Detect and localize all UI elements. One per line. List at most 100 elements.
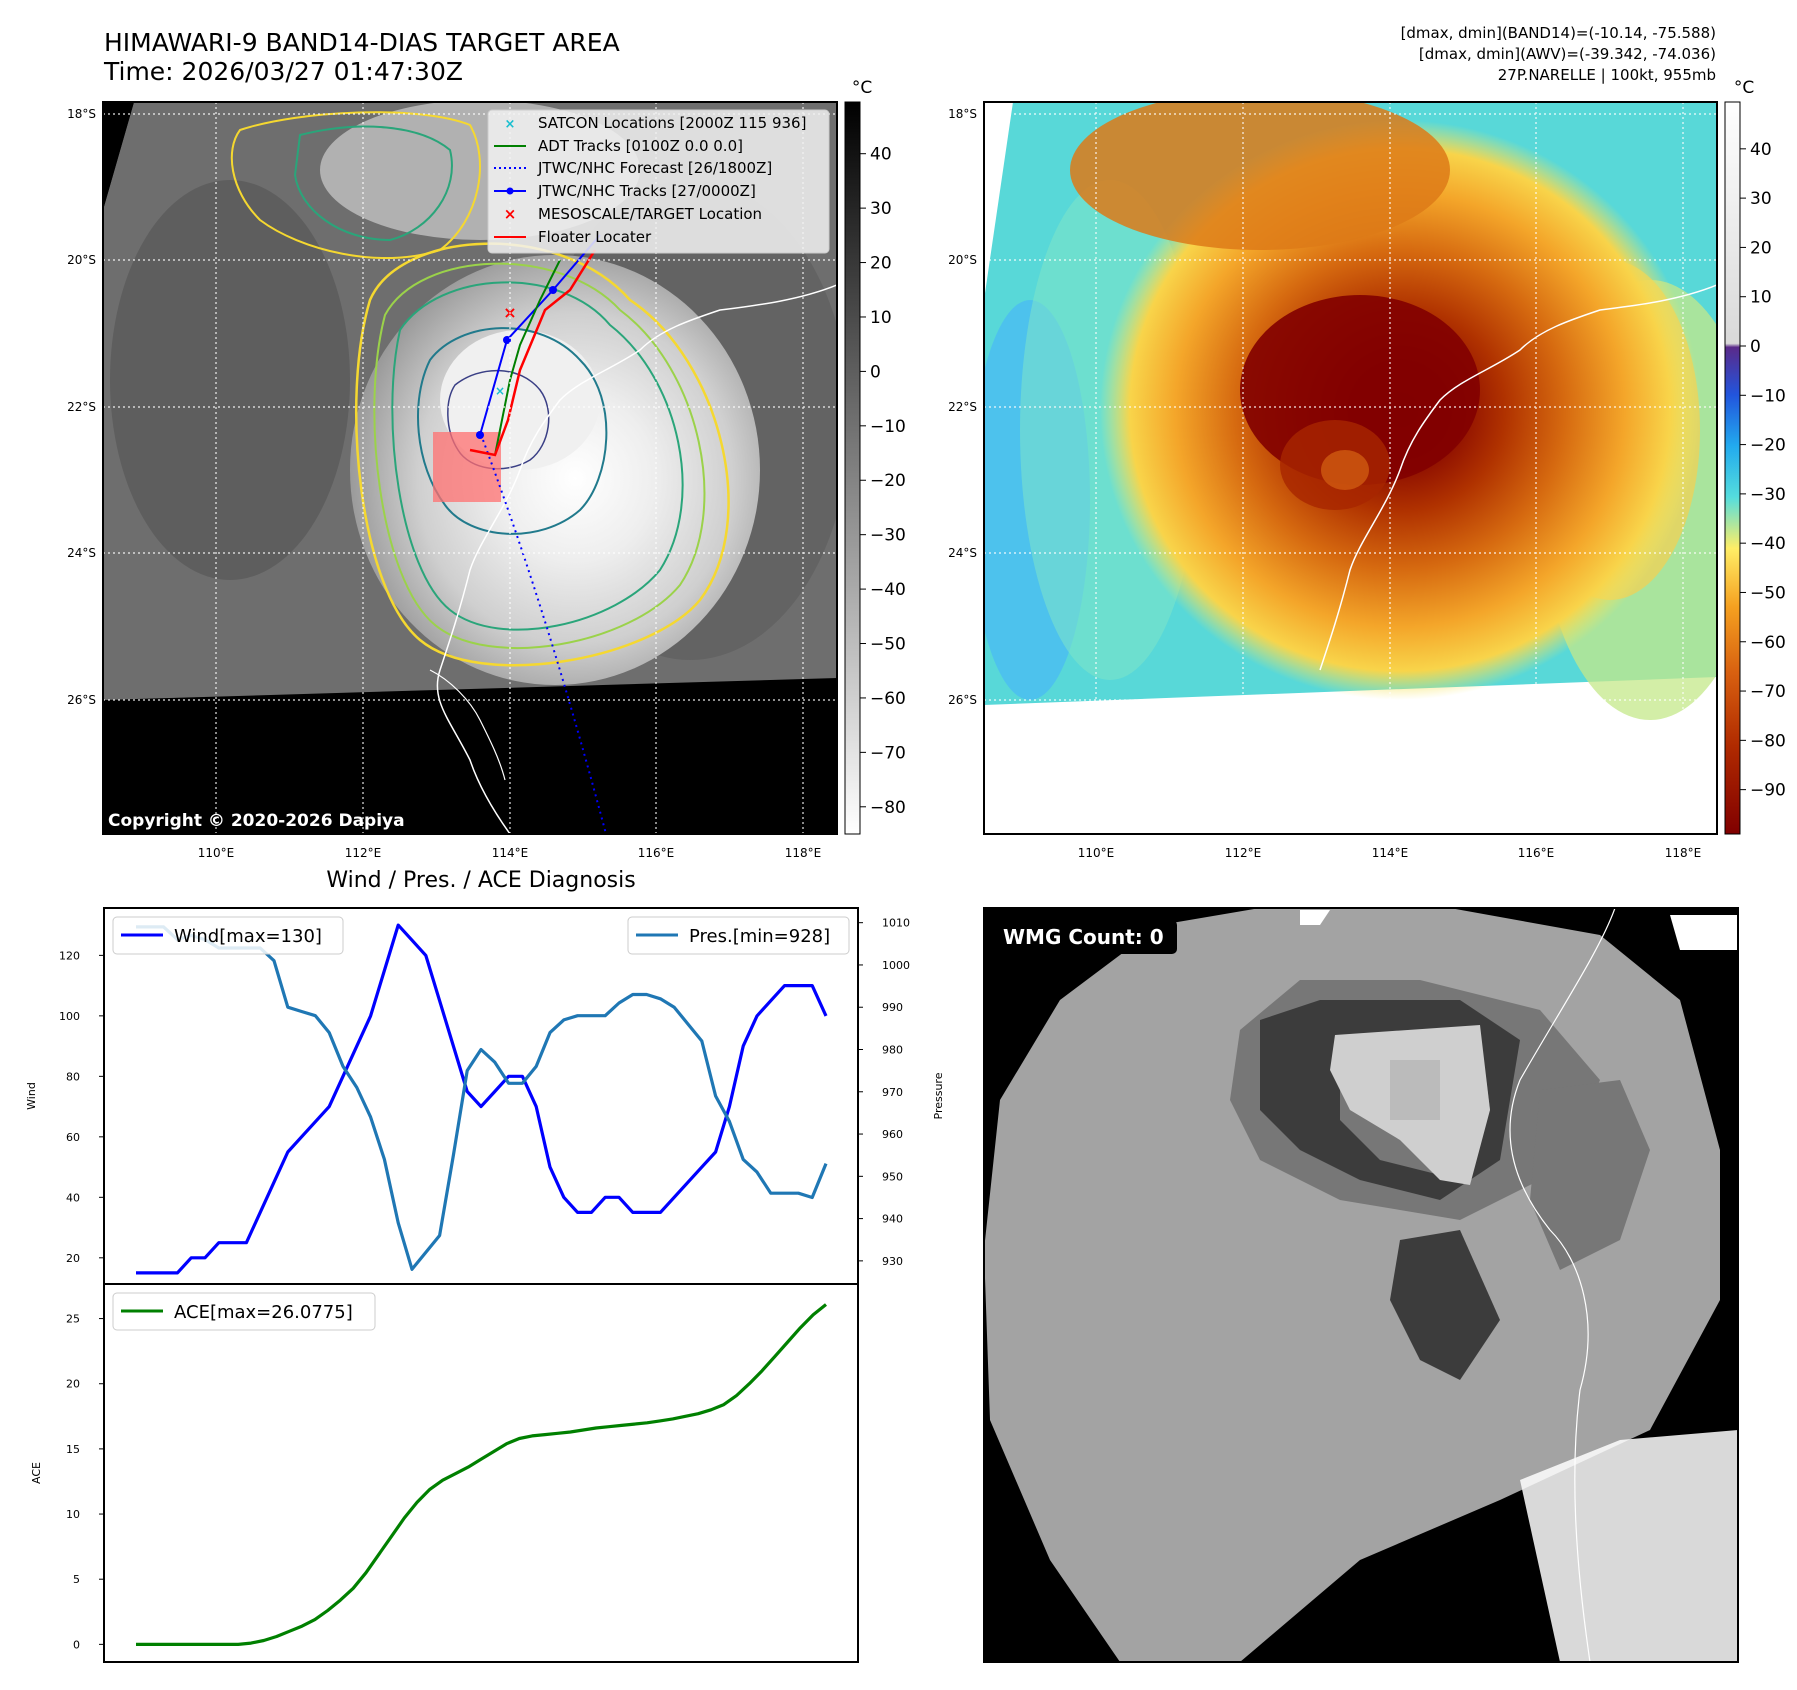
pressure-tick-label: 1000 [882,959,910,972]
svg-text:118°E: 118°E [1665,846,1702,860]
pressure-legend-label: Pres.[min=928] [689,926,830,947]
color-cbar-tick-label: −20 [1750,436,1786,456]
color-cbar-tick-label: −90 [1750,781,1786,801]
svg-text:18°S: 18°S [67,107,96,121]
gray-cbar-tick-label: 20 [870,254,892,274]
svg-text:26°S: 26°S [67,693,96,707]
svg-text:26°S: 26°S [948,693,977,707]
gray-cbar-unit: °C [852,78,872,98]
wmg-coastline [1509,908,1616,1662]
gray-cbar-tick-label: −30 [870,526,906,546]
jtwc-forecast-track [482,439,607,834]
svg-text:118°E: 118°E [785,846,822,860]
color-cbar-tick-label: −40 [1750,534,1786,554]
color-colorbar-ticks: 40 30 20 10 0 −10 −20 −30 −40 −50 −60 −70 −80 −90 [1740,140,1786,801]
pressure-tick-label: 940 [882,1213,903,1226]
pressure-legend: Pres.[min=928] [627,916,850,955]
svg-text:20°S: 20°S [948,253,977,267]
ace-legend-label: ACE[max=26.0775] [174,1302,353,1323]
wind-legend-label: Wind[max=130] [174,926,322,947]
gray-cbar-tick-label: −10 [870,417,906,437]
mesoscale-legend-icon: × [504,205,517,223]
wind-pres-panel [103,907,859,1285]
wind-tick-label: 40 [66,1191,80,1204]
svg-text:110°E: 110°E [1078,846,1115,860]
wmg-frame [983,907,1739,1663]
color-cbar-tick-label: 40 [1750,140,1772,160]
wind-pres-plot: 20 40 60 80 100 120 930 940 950 960 970 980 990 1000 1… [59,917,910,1275]
wmg-count-badge: WMG Count: 0 [995,920,1177,954]
color-cbar-tick-label: 30 [1750,189,1772,209]
svg-text:116°E: 116°E [638,846,675,860]
svg-text:114°E: 114°E [1372,846,1409,860]
ace-tick-label: 15 [66,1443,80,1456]
svg-text:22°S: 22°S [67,400,96,414]
ace-tick-label: 25 [66,1313,80,1326]
storm-cloud-mass [350,255,760,685]
gray-cbar-tick-label: −40 [870,580,906,600]
legend-adt: ADT Tracks [0100Z 0.0 0.0] [538,137,743,155]
pressure-tick-label: 990 [882,1001,903,1014]
color-cbar-tick-label: −60 [1750,633,1786,653]
color-cbar-tick-label: −80 [1750,731,1786,751]
ace-legend: ACE[max=26.0775] [112,1292,376,1331]
floater-track [469,249,597,457]
contour-teal [391,281,684,631]
pressure-tick-label: 930 [882,1255,903,1268]
jtwc-track [479,234,601,436]
figure-time: Time: 2026/03/27 01:47:30Z [103,57,463,86]
gray-cbar-tick-label: 0 [870,362,881,382]
satcon-marker: × [495,384,505,398]
legend-satcon: SATCON Locations [2000Z 115 936] [538,114,806,132]
svg-text:24°S: 24°S [948,546,977,560]
right-map-ticks: 110°E 112°E 114°E 116°E 118°E 18°S 20°S … [948,107,1701,860]
color-cbar-unit: °C [1734,78,1754,98]
pressure-tick-label: 960 [882,1128,903,1141]
map-legend: × SATCON Locations [2000Z 115 936] ADT T… [487,109,830,254]
gray-cbar-tick-label: −20 [870,471,906,491]
pressure-tick-label: 1010 [882,917,910,930]
gray-cbar-tick-label: 30 [870,199,892,219]
legend-forecast: JTWC/NHC Forecast [26/1800Z] [537,159,772,177]
gray-cbar-tick-label: −50 [870,635,906,655]
svg-text:112°E: 112°E [1225,846,1262,860]
band14-range-info: [dmax, dmin](BAND14)=(-10.14, -75.588) [1401,24,1716,42]
gray-colorbar: °C [844,78,872,835]
contour-blue [417,327,608,535]
wind-tick-label: 60 [66,1131,80,1144]
left-map-ticks: 110°E 112°E 114°E 116°E 118°E 18°S 20°S … [67,107,821,860]
legend-mesoscale: MESOSCALE/TARGET Location [538,205,762,223]
gray-cbar-tick-label: −80 [870,798,906,818]
pressure-tick-label: 950 [882,1170,903,1183]
svg-text:114°E: 114°E [492,846,529,860]
wind-axis-label: Wind [25,1082,38,1110]
adt-track [494,259,561,456]
awv-map [984,102,1717,834]
ace-tick-label: 0 [73,1638,80,1651]
svg-text:116°E: 116°E [1518,846,1555,860]
storm-eye [1321,450,1369,490]
gray-cbar-tick-label: 40 [870,145,892,165]
color-cbar-tick-label: 10 [1750,288,1772,308]
awv-range-info: [dmax, dmin](AWV)=(-39.342, -74.036) [1419,45,1716,63]
wind-tick-label: 100 [59,1010,80,1023]
gray-colorbar-ticks: 40 30 20 10 0 −10 −20 −30 −40 −50 −60 −70 −80 [860,145,906,818]
figure-title: HIMAWARI-9 BAND14-DIAS TARGET AREA [104,28,620,57]
gray-cbar-tick-label: 10 [870,308,892,328]
ace-plot: 0 5 10 15 20 25 [66,1303,827,1651]
wind-tick-label: 120 [59,949,80,962]
color-cbar-tick-label: −10 [1750,386,1786,406]
ace-series-line [136,1303,827,1647]
wmg-panel [984,908,1738,1662]
diagnosis-title: Wind / Pres. / ACE Diagnosis [326,868,635,893]
color-colorbar: °C [1724,78,1754,835]
wind-tick-label: 20 [66,1252,80,1265]
color-cbar-tick-label: −70 [1750,682,1786,702]
wind-series-line [136,923,828,1275]
ace-axis-label: ACE [30,1462,43,1484]
gray-cbar-tick-label: −70 [870,743,906,763]
satcon-legend-icon: × [505,117,516,132]
ace-tick-label: 20 [66,1378,80,1391]
legend-floater: Floater Locater [538,228,652,246]
